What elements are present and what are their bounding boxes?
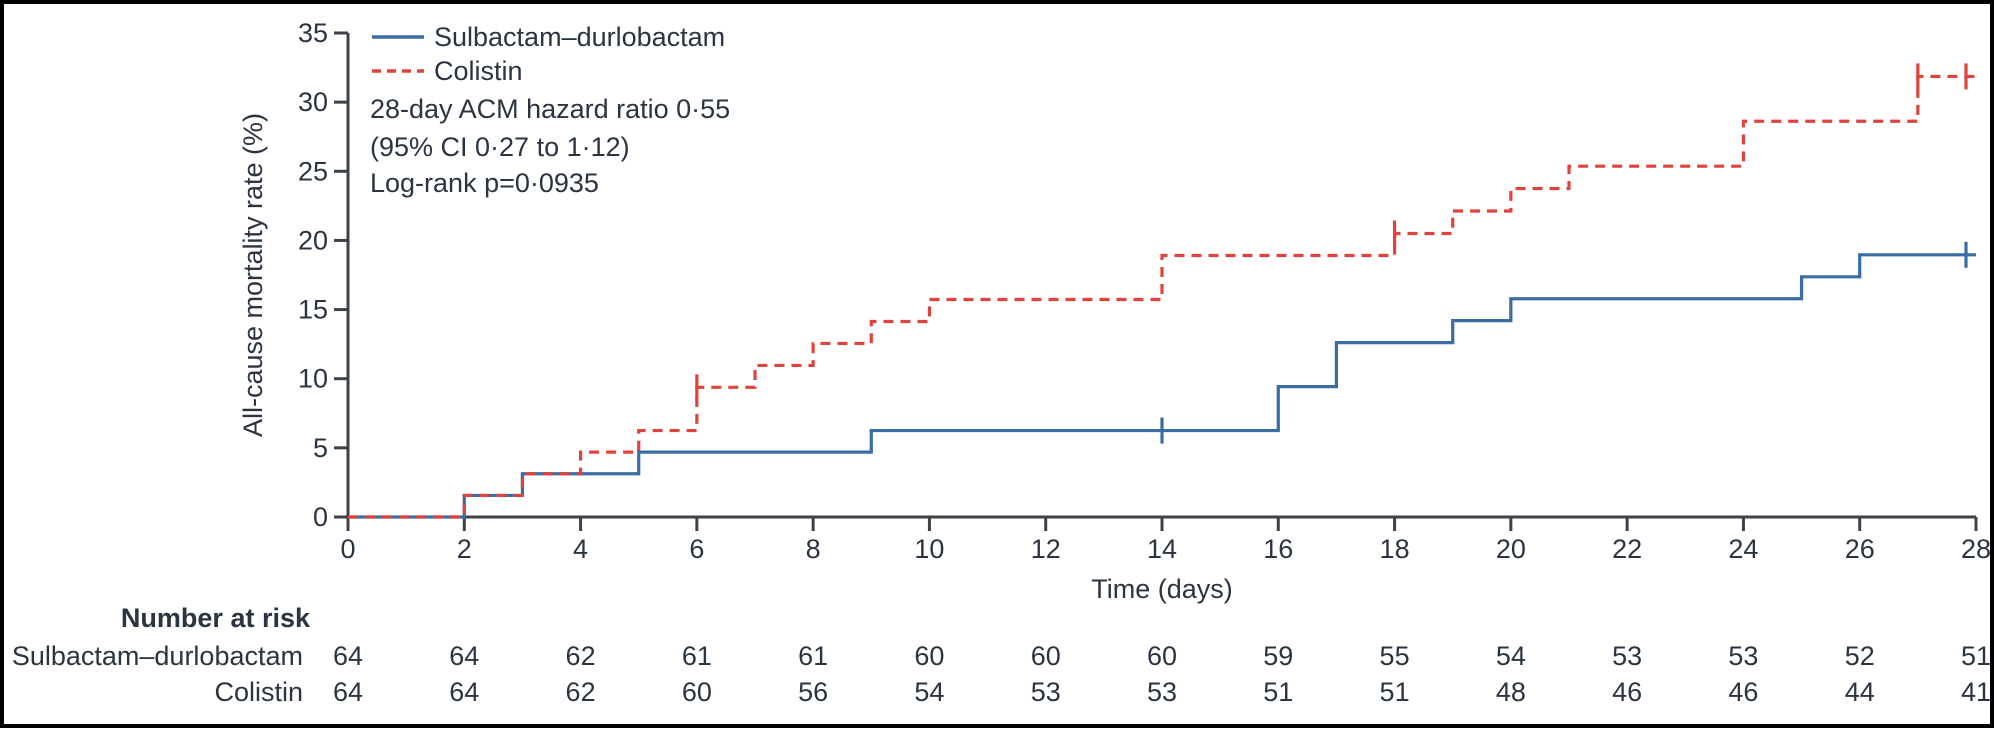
confidence-interval-text: (95% CI 0·27 to 1·12) (370, 132, 630, 162)
log-rank-text: Log-rank p=0·0935 (370, 168, 599, 198)
x-tick-label: 24 (1728, 534, 1758, 564)
y-tick-label: 35 (298, 18, 328, 48)
risk-value: 60 (682, 677, 712, 707)
risk-value: 60 (1031, 641, 1061, 671)
y-tick-label: 0 (313, 502, 328, 532)
risk-value: 64 (449, 677, 479, 707)
risk-value: 64 (333, 641, 363, 671)
risk-value: 54 (914, 677, 944, 707)
risk-value: 61 (682, 641, 712, 671)
risk-value: 64 (449, 641, 479, 671)
x-tick-label: 14 (1147, 534, 1177, 564)
x-tick-label: 0 (340, 534, 355, 564)
y-tick-label: 5 (313, 433, 328, 463)
risk-row-label-colistin: Colistin (214, 677, 303, 707)
risk-value: 53 (1612, 641, 1642, 671)
risk-value: 62 (566, 641, 596, 671)
x-tick-label: 10 (914, 534, 944, 564)
x-axis-title: Time (days) (1091, 574, 1233, 604)
x-tick-label: 16 (1263, 534, 1293, 564)
x-tick-label: 6 (689, 534, 704, 564)
risk-value: 48 (1496, 677, 1526, 707)
stats-annotation: 28-day ACM hazard ratio 0·55 (95% CI 0·2… (370, 94, 730, 198)
risk-value: 54 (1496, 641, 1526, 671)
risk-value: 53 (1728, 641, 1758, 671)
x-tick-label: 18 (1380, 534, 1410, 564)
risk-value: 53 (1031, 677, 1061, 707)
risk-value: 62 (566, 677, 596, 707)
x-tick-label: 12 (1031, 534, 1061, 564)
risk-value: 60 (914, 641, 944, 671)
risk-value: 51 (1263, 677, 1293, 707)
risk-row-label-sulbactam-durlobactam: Sulbactam–durlobactam (12, 641, 303, 671)
survival-curves (348, 63, 1976, 519)
risk-value: 60 (1147, 641, 1177, 671)
x-tick-label: 4 (573, 534, 588, 564)
risk-value: 56 (798, 677, 828, 707)
risk-value: 51 (1380, 677, 1410, 707)
x-tick-label: 20 (1496, 534, 1526, 564)
hazard-ratio-text: 28-day ACM hazard ratio 0·55 (370, 94, 730, 124)
risk-value: 46 (1612, 677, 1642, 707)
x-tick-label: 2 (457, 534, 472, 564)
risk-value: 52 (1845, 641, 1875, 671)
risk-value: 59 (1263, 641, 1293, 671)
x-tick-label: 22 (1612, 534, 1642, 564)
risk-table-title: Number at risk (121, 603, 311, 633)
y-axis-title: All-cause mortality rate (%) (238, 113, 268, 437)
y-tick-label: 20 (298, 225, 328, 255)
risk-value: 44 (1845, 677, 1875, 707)
y-tick-label: 25 (298, 156, 328, 186)
risk-value: 53 (1147, 677, 1177, 707)
y-tick-label: 15 (298, 295, 328, 325)
risk-value: 46 (1728, 677, 1758, 707)
risk-table-labels: Number at risk Sulbactam–durlobactam Col… (12, 603, 311, 707)
y-tick-label: 10 (298, 364, 328, 394)
y-tick-label: 30 (298, 87, 328, 117)
risk-value: 41 (1961, 677, 1991, 707)
risk-value: 64 (333, 677, 363, 707)
risk-value: 55 (1380, 641, 1410, 671)
x-tick-label: 28 (1961, 534, 1991, 564)
risk-table-values: 64 64 62 61 61 60 60 60 59 55 54 53 53 52 51 64 64 62 60 56… (333, 641, 1991, 707)
legend: Sulbactam–durlobactam Colistin (372, 22, 725, 86)
x-tick-label: 26 (1845, 534, 1875, 564)
legend-label-sulbactam-durlobactam: Sulbactam–durlobactam (434, 22, 725, 52)
legend-label-colistin: Colistin (434, 56, 523, 86)
risk-value: 51 (1961, 641, 1991, 671)
risk-value: 61 (798, 641, 828, 671)
x-tick-label: 8 (806, 534, 821, 564)
